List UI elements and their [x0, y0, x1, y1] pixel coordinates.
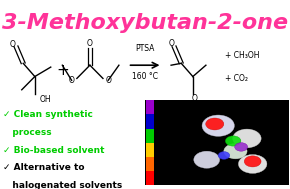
Ellipse shape	[233, 129, 261, 148]
Bar	[146, 114, 154, 129]
Text: 3-Methoxybutan-2-one: 3-Methoxybutan-2-one	[2, 13, 288, 33]
Text: 3-Methoxybutan-2-one: 3-Methoxybutan-2-one	[1, 13, 287, 33]
Bar	[146, 157, 154, 171]
Text: ✓ Clean synthetic: ✓ Clean synthetic	[3, 110, 93, 119]
Text: PTSA: PTSA	[135, 44, 155, 53]
Ellipse shape	[238, 155, 267, 173]
Bar	[146, 129, 154, 143]
Text: +: +	[56, 63, 69, 78]
Text: + CH₃OH: + CH₃OH	[225, 51, 259, 60]
Text: O: O	[168, 39, 174, 48]
Text: O: O	[69, 76, 75, 85]
Text: OH: OH	[39, 95, 51, 104]
Bar	[145, 100, 289, 185]
Text: ✓ Bio-based solvent: ✓ Bio-based solvent	[3, 146, 104, 155]
Text: 3-Methoxybutan-2-one: 3-Methoxybutan-2-one	[2, 13, 288, 33]
Text: O: O	[10, 40, 15, 49]
Text: 3-Methoxybutan-2-one: 3-Methoxybutan-2-one	[3, 14, 289, 34]
Text: 160 °C: 160 °C	[132, 72, 158, 81]
Ellipse shape	[194, 151, 220, 168]
Ellipse shape	[244, 156, 261, 167]
Bar	[146, 143, 154, 157]
Text: O: O	[105, 76, 111, 85]
Text: 3-Methoxybutan-2-one: 3-Methoxybutan-2-one	[1, 13, 287, 33]
Bar	[146, 100, 154, 114]
Ellipse shape	[202, 115, 234, 136]
Text: O: O	[191, 94, 197, 103]
Ellipse shape	[225, 136, 241, 146]
Text: 3-Methoxybutan-2-one: 3-Methoxybutan-2-one	[3, 13, 289, 33]
Text: + CO₂: + CO₂	[225, 74, 248, 83]
Text: 3-Methoxybutan-2-one: 3-Methoxybutan-2-one	[1, 14, 287, 34]
Text: O: O	[87, 39, 93, 48]
Text: 3-Methoxybutan-2-one: 3-Methoxybutan-2-one	[2, 14, 288, 34]
Text: halogenated solvents: halogenated solvents	[3, 181, 122, 189]
Text: ✓ Alternative to: ✓ Alternative to	[3, 163, 84, 173]
Text: 3-Methoxybutan-2-one: 3-Methoxybutan-2-one	[3, 13, 289, 33]
Ellipse shape	[235, 143, 248, 151]
Ellipse shape	[218, 152, 230, 159]
Ellipse shape	[224, 144, 247, 159]
Text: process: process	[3, 128, 52, 137]
Bar	[146, 171, 154, 185]
Ellipse shape	[206, 118, 224, 130]
